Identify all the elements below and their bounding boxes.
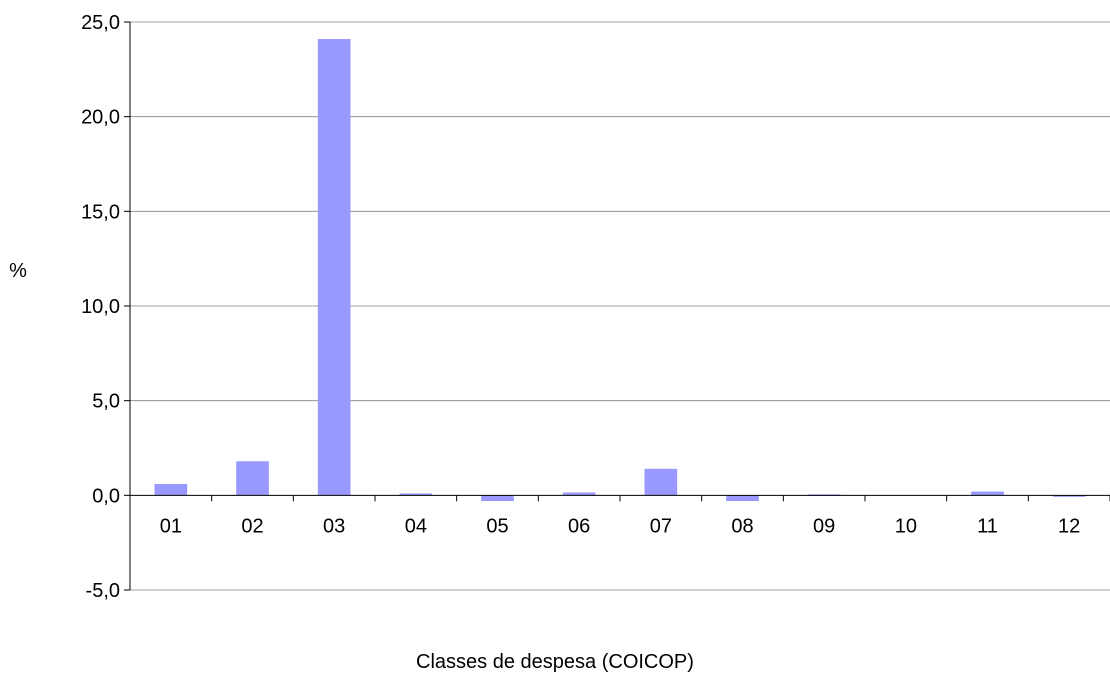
- bar-07: [644, 468, 678, 496]
- x-tick-label: 02: [241, 515, 263, 537]
- y-tick-label: 10,0: [81, 296, 120, 318]
- bars: [154, 39, 1086, 502]
- bar-06: [562, 492, 596, 496]
- x-tick-label: 11: [977, 515, 998, 537]
- y-tick-label: 25,0: [81, 12, 120, 34]
- y-tick-label: 20,0: [81, 107, 120, 129]
- bar-12: [1052, 495, 1086, 497]
- y-tick-label: 15,0: [81, 201, 120, 223]
- x-tick-label: 04: [405, 515, 427, 537]
- x-tick-label: 12: [1058, 515, 1080, 537]
- x-tick-label: 06: [568, 515, 590, 537]
- bar-11: [971, 491, 1004, 496]
- x-tick-label: 05: [486, 515, 508, 537]
- bar-02: [236, 461, 269, 496]
- gridlines: [130, 21, 1110, 591]
- y-tick-label: 5,0: [92, 391, 120, 413]
- x-axis-title: Classes de despesa (COICOP): [416, 651, 694, 673]
- x-tick-label: 08: [731, 515, 753, 537]
- x-tick-label: 10: [895, 515, 917, 537]
- x-tick-label: 07: [650, 515, 672, 537]
- axes: [124, 21, 1110, 591]
- bar-08: [726, 495, 759, 502]
- y-axis-title: %: [9, 260, 27, 282]
- tick-labels: -5,0 0,0 5,0 10,0 15,0 20,0 25,0 01 02 03 04 05 06 07…: [81, 12, 1080, 602]
- bar-01: [154, 483, 188, 496]
- y-tick-label: -5,0: [86, 580, 120, 602]
- x-tick-label: 03: [323, 515, 345, 537]
- x-tick-label: 09: [813, 515, 835, 537]
- bar-05: [481, 495, 514, 502]
- bar-04: [399, 493, 433, 496]
- y-tick-label: 0,0: [92, 485, 120, 507]
- bar-03: [317, 39, 351, 496]
- x-tick-label: 01: [160, 515, 182, 537]
